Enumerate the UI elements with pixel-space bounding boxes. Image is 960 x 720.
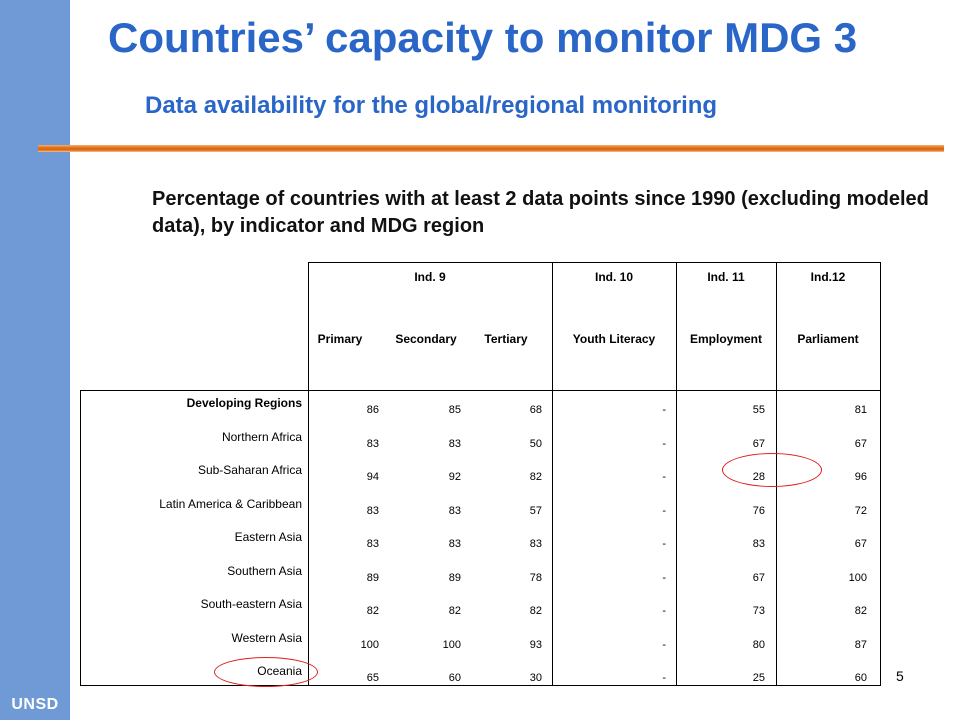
region-label: Western Asia — [231, 630, 302, 645]
table-cell: 83 — [448, 538, 461, 550]
column-header: Primary — [317, 332, 363, 346]
table-caption: Percentage of countries with at least 2 … — [152, 188, 929, 237]
table-cell: 96 — [854, 471, 867, 483]
table-body-frame — [80, 390, 881, 686]
unsd-label: UNSD — [11, 696, 59, 713]
table-cell: 85 — [448, 404, 461, 416]
column-divider — [676, 262, 677, 686]
table-cell: - — [662, 538, 666, 550]
region-label: Northern Africa — [221, 429, 302, 444]
table-cell: 65 — [366, 672, 379, 684]
highlight-employment-ssa — [722, 453, 822, 487]
table-cell: 93 — [529, 638, 542, 651]
table-cell: - — [662, 471, 666, 483]
table-cell: 82 — [529, 605, 542, 617]
highlight-oceania — [214, 657, 318, 687]
table-cell: 68 — [529, 404, 542, 416]
table-cell: 92 — [448, 471, 461, 483]
table-cell: - — [662, 437, 666, 450]
table-cell: 73 — [752, 605, 765, 617]
column-header: Tertiary — [484, 332, 528, 346]
table-cell: 67 — [752, 437, 765, 450]
indicator-header: Ind.12 — [810, 270, 846, 284]
column-header: Employment — [689, 332, 762, 346]
region-label: Sub-Saharan Africa — [197, 463, 302, 477]
table-cell: 89 — [366, 571, 379, 584]
table-cell: 87 — [854, 638, 867, 651]
region-label: Eastern Asia — [234, 530, 302, 544]
column-divider — [308, 390, 309, 686]
table-cell: 67 — [854, 437, 867, 450]
table-cell: - — [662, 638, 666, 651]
table-cell: 67 — [854, 538, 867, 550]
table-cell: 83 — [448, 504, 461, 517]
table-cell: - — [662, 404, 666, 416]
column-header: Secondary — [395, 332, 457, 346]
table-cell: 83 — [366, 504, 379, 517]
table-cell: 57 — [529, 504, 542, 517]
table-cell: 50 — [529, 437, 542, 450]
column-header: Youth Literacy — [572, 332, 656, 346]
table-cell: 60 — [448, 672, 461, 684]
region-label: South-eastern Asia — [200, 597, 302, 611]
region-label: Latin America & Caribbean — [159, 496, 302, 511]
table-cell: - — [662, 504, 666, 517]
indicator-header: Ind. 10 — [594, 270, 633, 284]
table-cell: 83 — [366, 538, 379, 550]
region-label: Developing Regions — [186, 396, 302, 410]
table-cell: 80 — [752, 638, 765, 651]
table-cell: 82 — [366, 605, 379, 617]
column-header: Parliament — [797, 332, 859, 346]
table-cell: - — [662, 571, 666, 584]
table-cell: 67 — [752, 571, 765, 584]
table-cell: 100 — [848, 571, 867, 584]
table-cell: 81 — [854, 404, 867, 416]
table-cell: 83 — [529, 538, 542, 550]
table-cell: 94 — [366, 471, 379, 483]
table-cell: - — [662, 605, 666, 617]
table-cell: 83 — [752, 538, 765, 550]
table-cell: 83 — [366, 437, 379, 450]
table-cell: 60 — [854, 672, 867, 684]
table-cell: 25 — [752, 672, 765, 684]
table-cell: 82 — [448, 605, 461, 617]
slide-title: Countries’ capacity to monitor MDG 3 — [108, 14, 858, 61]
table-cell: 72 — [854, 504, 867, 517]
table-cell: - — [662, 672, 666, 684]
indicator-header: Ind. 9 — [414, 270, 446, 284]
table-header-frame — [308, 262, 881, 390]
table-cell: 55 — [752, 404, 765, 416]
region-label: Southern Asia — [227, 563, 302, 578]
table-cell: 82 — [854, 605, 867, 617]
table-cell: 100 — [442, 638, 461, 651]
slide-subtitle: Data availability for the global/regiona… — [145, 92, 718, 119]
table-cell: 82 — [529, 471, 542, 483]
orange-divider — [38, 145, 944, 152]
table-cell: 89 — [448, 571, 461, 584]
column-divider — [552, 262, 553, 686]
table-cell: 78 — [529, 571, 542, 584]
left-sidebar-band: UNSD — [0, 0, 70, 720]
table-cell: 86 — [366, 404, 379, 416]
indicator-header: Ind. 11 — [707, 270, 745, 284]
table-cell: 30 — [529, 672, 542, 684]
page-number: 5 — [896, 668, 904, 684]
table-cell: 100 — [360, 638, 379, 651]
table-cell: 76 — [752, 504, 765, 517]
table-cell: 83 — [448, 437, 461, 450]
